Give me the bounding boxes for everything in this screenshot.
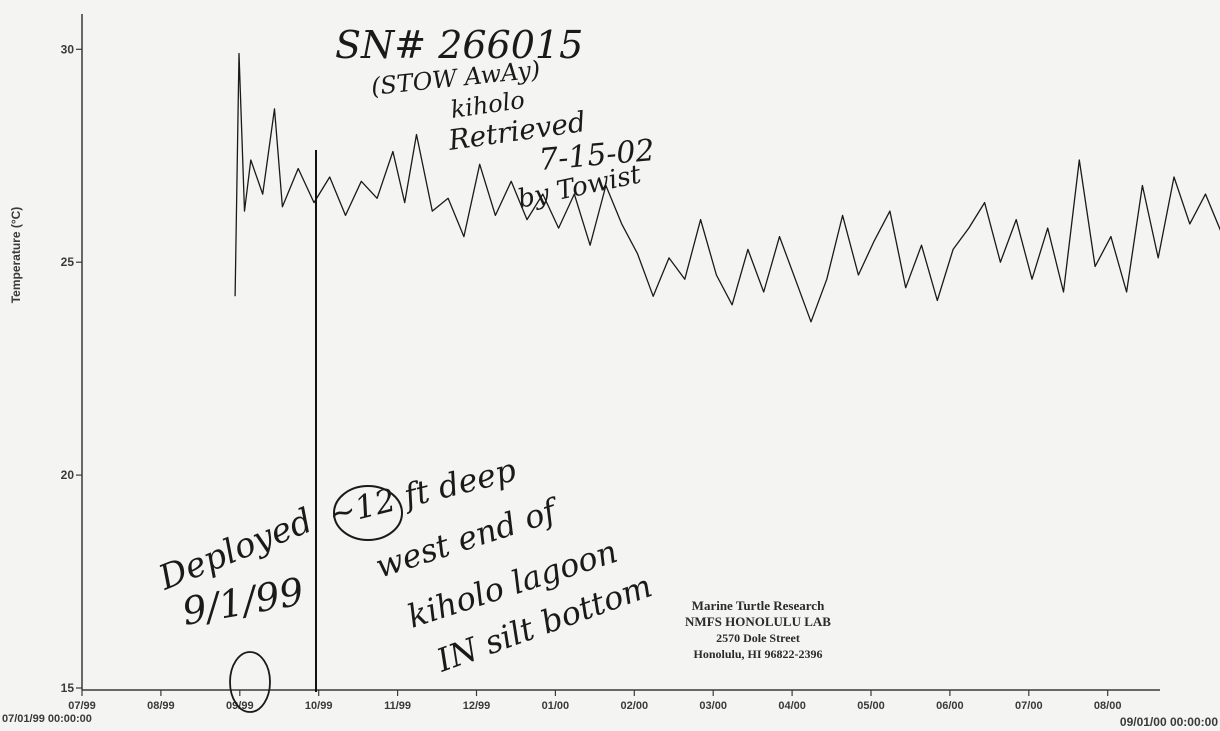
y-tick-label: 30 (61, 42, 75, 56)
x-start-label: 07/01/99 00:00:00 (2, 713, 92, 725)
y-ticks: 15 20 25 30 (61, 42, 82, 695)
x-tick-label: 07/99 (68, 700, 96, 712)
temperature-series-line (234, 52, 1220, 323)
y-tick-label: 25 (61, 255, 75, 269)
stamp-line-4: Honolulu, HI 96822-2396 (693, 647, 822, 661)
stamp-line-1: Marine Turtle Research (692, 598, 825, 613)
x-tick-label: 10/99 (305, 700, 333, 712)
x-tick-label: 02/00 (621, 700, 649, 712)
x-tick-label: 12/99 (463, 700, 491, 712)
y-tick-label: 15 (61, 681, 75, 695)
x-tick-label: 11/99 (384, 700, 411, 712)
x-tick-label: 09/99 (226, 700, 254, 712)
x-ticks: 07/99 08/99 09/99 10/99 11/99 12/99 01/00 02/00… (68, 690, 1121, 712)
x-tick-label: 06/00 (936, 700, 964, 712)
x-tick-label: 04/00 (778, 700, 806, 712)
month-circle (229, 651, 271, 713)
x-tick-label: 08/99 (147, 700, 175, 712)
x-end-label: 09/01/00 00:00:00 (1120, 715, 1218, 729)
note-serial: SN# 266015 (335, 23, 583, 67)
y-axis-label: Temperature (°C) (9, 207, 23, 304)
x-tick-label: 08/00 (1094, 700, 1122, 712)
stamp-line-2: NMFS HONOLULU LAB (685, 614, 831, 629)
x-tick-label: 05/00 (857, 700, 885, 712)
stamp-line-3: 2570 Dole Street (716, 631, 800, 645)
depth-circle (333, 485, 403, 541)
x-tick-label: 03/00 (699, 700, 727, 712)
x-tick-label: 07/00 (1015, 700, 1043, 712)
x-tick-label: 01/00 (542, 700, 570, 712)
y-tick-label: 20 (61, 468, 75, 482)
